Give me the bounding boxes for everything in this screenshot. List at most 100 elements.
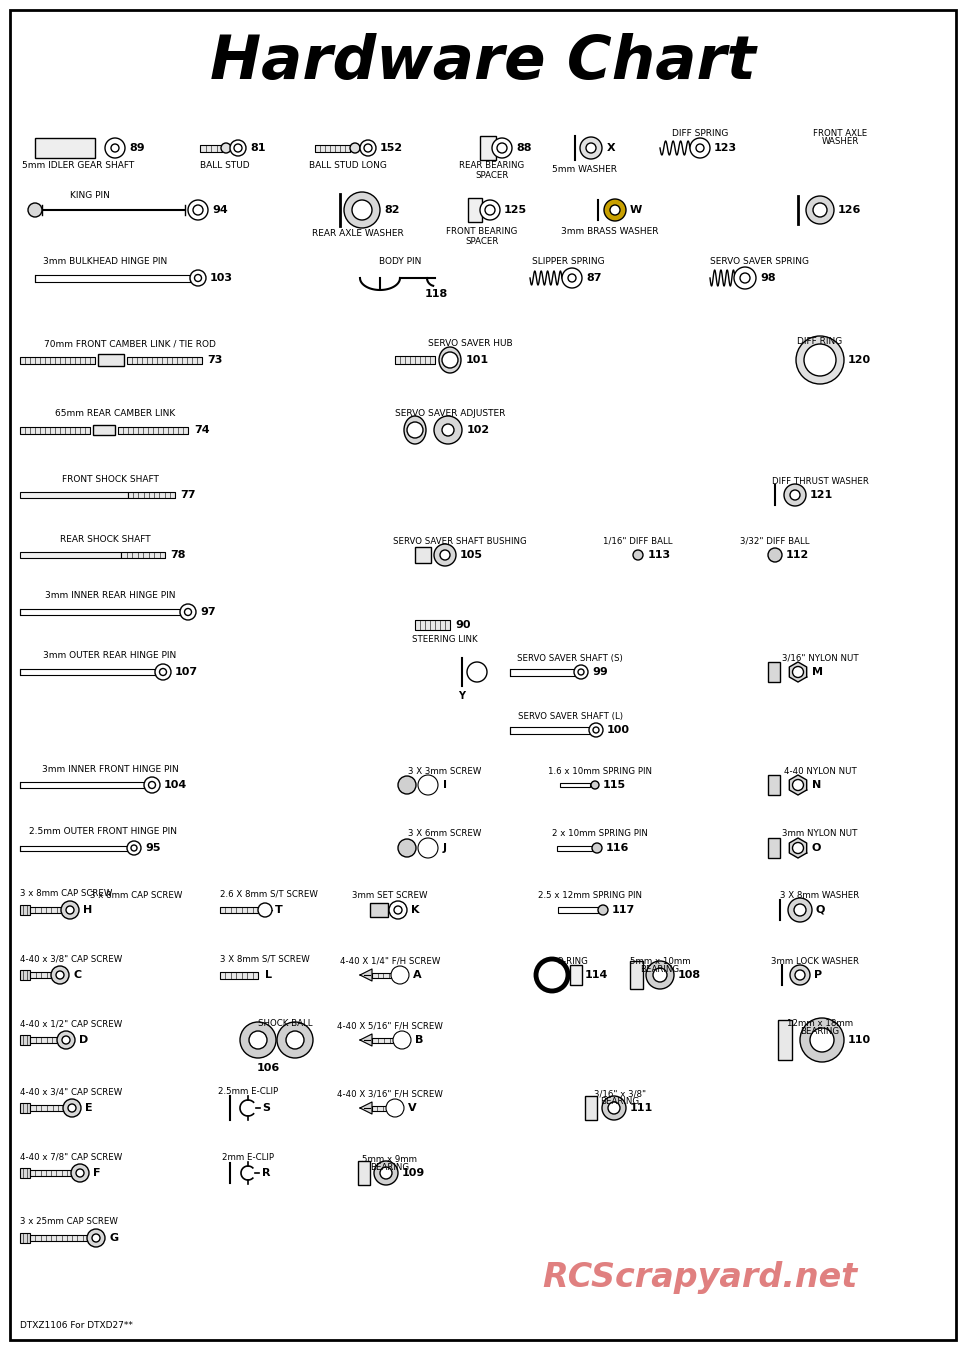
Circle shape	[51, 967, 69, 984]
Circle shape	[480, 200, 500, 220]
Text: 4-40 x 7/8" CAP SCREW: 4-40 x 7/8" CAP SCREW	[20, 1153, 123, 1161]
Circle shape	[71, 1164, 89, 1183]
Circle shape	[193, 205, 203, 215]
Text: SLIPPER SPRING: SLIPPER SPRING	[531, 258, 605, 266]
Text: 112: 112	[786, 549, 810, 560]
Circle shape	[76, 1169, 84, 1177]
Text: 74: 74	[194, 425, 210, 435]
Text: SPACER: SPACER	[466, 236, 498, 246]
Circle shape	[105, 138, 125, 158]
Text: 2.5mm E-CLIP: 2.5mm E-CLIP	[218, 1088, 278, 1096]
Bar	[35, 274, 190, 282]
Circle shape	[806, 196, 834, 224]
Circle shape	[580, 136, 602, 159]
Text: BEARING: BEARING	[640, 964, 679, 973]
Circle shape	[56, 971, 64, 979]
Bar	[468, 198, 482, 221]
Circle shape	[646, 961, 674, 990]
Text: 100: 100	[607, 725, 630, 734]
Text: SERVO SAVER SHAFT (S): SERVO SAVER SHAFT (S)	[517, 653, 623, 663]
Text: Q: Q	[816, 904, 825, 915]
Text: 4-40 x 3/4" CAP SCREW: 4-40 x 3/4" CAP SCREW	[20, 1088, 123, 1096]
Bar	[127, 356, 202, 363]
Bar	[30, 1170, 72, 1176]
Text: DIFF RING: DIFF RING	[797, 338, 842, 347]
Circle shape	[574, 666, 588, 679]
Bar	[30, 972, 52, 977]
Text: 89: 89	[129, 143, 145, 153]
Text: 4-40 X 3/16" F/H SCREW: 4-40 X 3/16" F/H SCREW	[337, 1089, 443, 1099]
Text: 4-40 X 1/4" F/H SCREW: 4-40 X 1/4" F/H SCREW	[340, 957, 440, 965]
Polygon shape	[789, 662, 807, 682]
Bar	[768, 838, 780, 859]
Text: 114: 114	[585, 971, 609, 980]
Text: O-RING: O-RING	[556, 957, 588, 965]
Circle shape	[792, 667, 804, 678]
Bar	[415, 620, 450, 630]
Bar	[20, 1035, 30, 1045]
Bar	[358, 1161, 370, 1185]
Text: 3mm INNER REAR HINGE PIN: 3mm INNER REAR HINGE PIN	[44, 591, 175, 601]
Circle shape	[800, 1018, 844, 1062]
Text: J: J	[443, 842, 447, 853]
Text: 3mm NYLON NUT: 3mm NYLON NUT	[782, 829, 858, 838]
Circle shape	[394, 906, 402, 914]
Text: 95: 95	[145, 842, 160, 853]
Text: A: A	[413, 971, 421, 980]
Text: T: T	[275, 904, 283, 915]
Text: BALL STUD LONG: BALL STUD LONG	[309, 162, 387, 170]
Circle shape	[593, 728, 599, 733]
Circle shape	[344, 192, 380, 228]
Bar	[20, 356, 95, 363]
Text: SERVO SAVER ADJUSTER: SERVO SAVER ADJUSTER	[395, 409, 505, 418]
Circle shape	[380, 1166, 392, 1179]
Circle shape	[440, 549, 450, 560]
Text: M: M	[812, 667, 823, 676]
Circle shape	[87, 1228, 105, 1247]
Text: 109: 109	[402, 1168, 425, 1179]
Text: 3/16" x 3/8": 3/16" x 3/8"	[594, 1089, 646, 1099]
Text: REAR SHOCK SHAFT: REAR SHOCK SHAFT	[60, 535, 151, 544]
Text: 2.6 X 8mm S/T SCREW: 2.6 X 8mm S/T SCREW	[220, 890, 318, 899]
Text: 3/32" DIFF BALL: 3/32" DIFF BALL	[740, 536, 810, 545]
Text: Hardware Chart: Hardware Chart	[210, 32, 756, 92]
Text: 3mm SET SCREW: 3mm SET SCREW	[353, 891, 428, 900]
Circle shape	[696, 144, 704, 153]
Bar	[128, 491, 175, 498]
Text: L: L	[265, 971, 272, 980]
Circle shape	[562, 269, 582, 288]
Bar	[20, 670, 155, 675]
Text: 101: 101	[466, 355, 489, 364]
Circle shape	[485, 205, 495, 215]
Circle shape	[768, 548, 782, 562]
Circle shape	[610, 205, 620, 215]
Text: 3 x 8mm CAP SCREW: 3 x 8mm CAP SCREW	[90, 891, 183, 900]
Circle shape	[740, 273, 750, 284]
Bar	[20, 782, 145, 788]
Text: 94: 94	[212, 205, 228, 215]
Bar	[558, 907, 598, 913]
Text: V: V	[408, 1103, 416, 1112]
Text: N: N	[812, 780, 821, 790]
Text: 81: 81	[250, 143, 266, 153]
Circle shape	[249, 1031, 267, 1049]
Text: 4-40 NYLON NUT: 4-40 NYLON NUT	[783, 767, 857, 775]
Circle shape	[407, 423, 423, 437]
Text: BEARING: BEARING	[370, 1162, 410, 1172]
Text: 3mm INNER FRONT HINGE PIN: 3mm INNER FRONT HINGE PIN	[42, 764, 179, 774]
Bar	[372, 972, 394, 977]
Polygon shape	[360, 969, 372, 981]
Circle shape	[389, 900, 407, 919]
Bar	[415, 547, 431, 563]
Ellipse shape	[398, 776, 416, 794]
Ellipse shape	[439, 347, 461, 373]
Circle shape	[568, 274, 576, 282]
Circle shape	[784, 485, 806, 506]
Circle shape	[792, 842, 804, 853]
Circle shape	[386, 1099, 404, 1116]
Circle shape	[690, 138, 710, 158]
Circle shape	[795, 971, 805, 980]
Text: FRONT SHOCK SHAFT: FRONT SHOCK SHAFT	[62, 474, 158, 483]
Text: SERVO SAVER SHAFT (L): SERVO SAVER SHAFT (L)	[518, 711, 622, 721]
Text: 65mm REAR CAMBER LINK: 65mm REAR CAMBER LINK	[55, 409, 175, 418]
